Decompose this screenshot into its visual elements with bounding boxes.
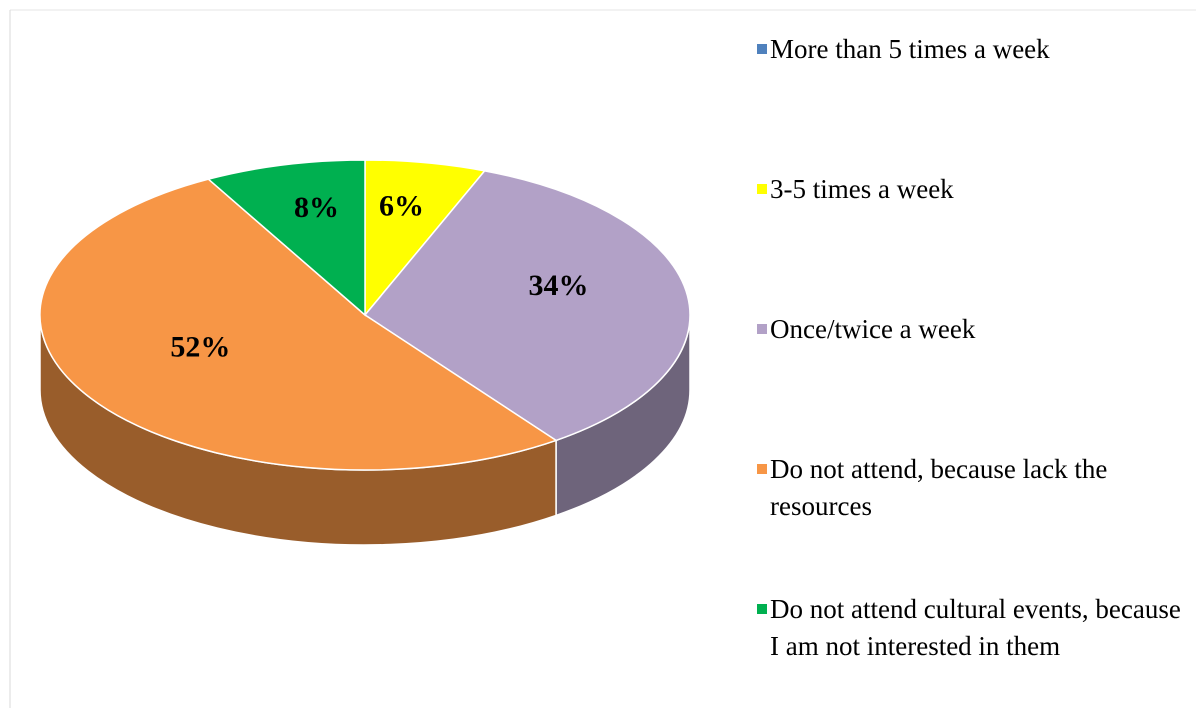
slice: [206, 159, 366, 317]
slice: [363, 170, 691, 442]
data-label: 34%: [528, 269, 588, 302]
legend-item: More than 5 times a week: [757, 31, 1187, 68]
data-label: 6%: [379, 190, 424, 223]
legend-label: 3-5 times a week: [770, 174, 954, 204]
legend-item: Do not attend, because lack the resource…: [757, 451, 1187, 525]
slice: [364, 159, 487, 318]
legend-swatch: [757, 184, 767, 194]
legend-swatch: [757, 324, 767, 334]
legend-label: Do not attend, because lack the resource…: [770, 454, 1108, 521]
legend-swatch: [757, 604, 767, 614]
legend-label: Once/twice a week: [770, 314, 976, 344]
legend-swatch: [757, 464, 767, 474]
legend-item: Do not attend cultural events, because I…: [757, 591, 1187, 665]
legend-swatch: [757, 44, 767, 54]
data-label: 52%: [170, 331, 230, 364]
legend-label: More than 5 times a week: [770, 34, 1050, 64]
legend-item: Once/twice a week: [757, 311, 1187, 348]
legend-label: Do not attend cultural events, because I…: [770, 594, 1181, 661]
data-label: 8%: [294, 191, 339, 224]
legend-item: 3-5 times a week: [757, 171, 1187, 208]
slice: [39, 178, 558, 471]
